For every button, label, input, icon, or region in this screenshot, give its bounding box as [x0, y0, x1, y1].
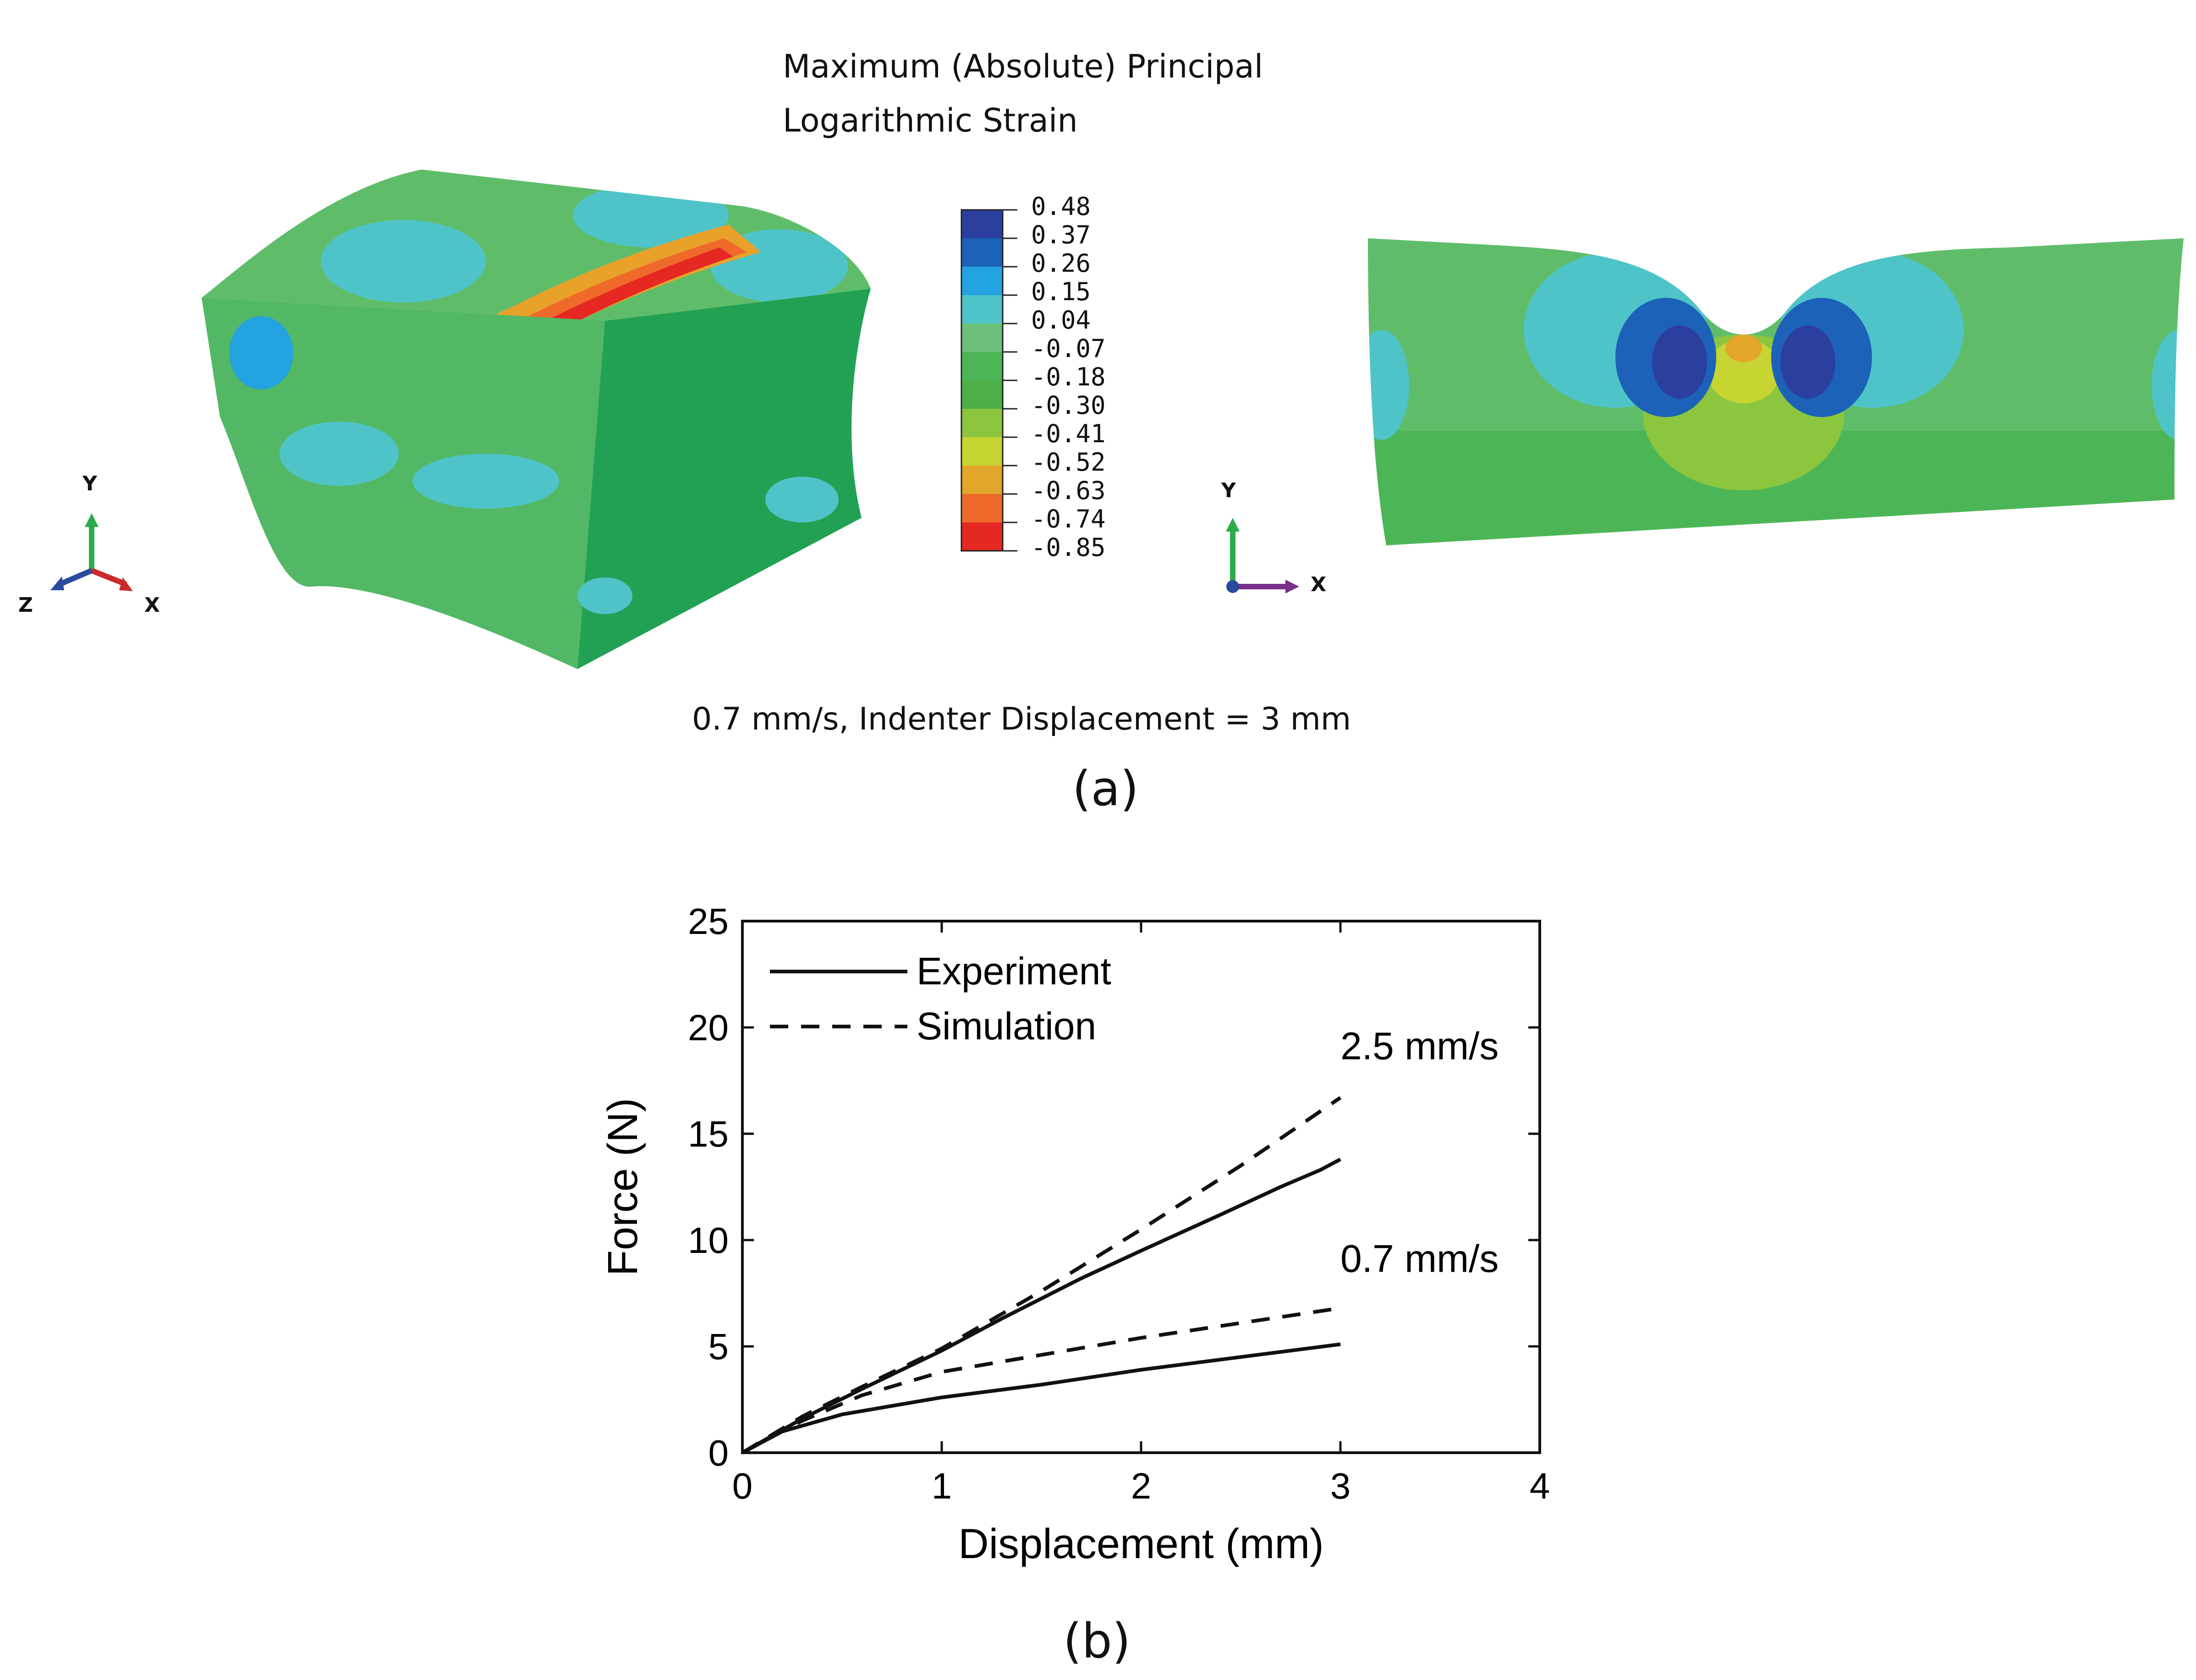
series-annotation: 2.5 mm/s: [1340, 1025, 1499, 1068]
legend-entry-label: Simulation: [917, 1005, 1096, 1048]
series-line: [741, 1158, 1341, 1455]
series-line: [741, 1306, 1341, 1455]
series-line: [741, 1096, 1342, 1455]
coordinate-triad-right: [1226, 518, 1299, 593]
x-tick-label: 3: [1330, 1466, 1351, 1506]
legend-swatch: [961, 380, 1003, 409]
x-tick-label: 2: [1131, 1466, 1152, 1506]
contour-title-line1: Maximum (Absolute) Principal: [783, 48, 1263, 85]
y-tick-label: 10: [688, 1220, 729, 1261]
legend-entry-label: Experiment: [917, 950, 1111, 993]
legend-swatch: [961, 437, 1003, 466]
legend-swatch: [961, 267, 1003, 295]
legend-value-label: -0.18: [1031, 362, 1106, 391]
legend-swatch: [961, 494, 1003, 522]
triad-left-y-label: Y: [82, 472, 97, 495]
y-tick-label: 25: [688, 903, 729, 942]
legend-value-label: -0.30: [1031, 391, 1106, 420]
triad-left-x-label: X: [144, 593, 160, 617]
strain-color-legend: [961, 209, 1017, 552]
y-tick-label: 20: [688, 1007, 729, 1048]
legend-swatch: [961, 352, 1003, 380]
triad-right-y-label: Y: [1221, 479, 1236, 502]
legend-swatch: [961, 295, 1003, 324]
legend-value-label: -0.74: [1031, 505, 1106, 533]
legend-value-label: 0.04: [1031, 306, 1091, 335]
triad-left-z-label: Z: [18, 593, 33, 617]
legend-swatch: [961, 466, 1003, 494]
panel-b-label: (b): [1063, 1613, 1131, 1669]
legend-swatch: [961, 210, 1003, 238]
legend-value-label: 0.48: [1031, 192, 1091, 221]
force-displacement-chart: 0 1 2 3 4 0 5 10 15 20 25 Experiment Simulation 2.5…: [599, 903, 1550, 1567]
legend-value-label: -0.63: [1031, 476, 1106, 505]
legend-value-label: -0.07: [1031, 334, 1106, 363]
x-tick-label: 4: [1530, 1466, 1550, 1506]
legend-swatch: [961, 324, 1003, 352]
deformed-block-iso-view: [202, 170, 871, 669]
x-tick-label: 0: [732, 1466, 753, 1506]
contour-title-line2: Logarithmic Strain: [783, 102, 1078, 139]
y-tick-label: 0: [708, 1433, 729, 1473]
y-tick-label: 15: [688, 1114, 729, 1154]
plot-frame: [741, 920, 1541, 1454]
legend-value-label: 0.15: [1031, 277, 1091, 306]
legend-value-label: 0.37: [1031, 220, 1091, 249]
legend-value-label: -0.41: [1031, 419, 1106, 448]
legend-swatch: [961, 409, 1003, 437]
cross-section-view: [1368, 238, 2184, 545]
legend-value-label: -0.85: [1031, 533, 1106, 562]
legend-swatch: [961, 238, 1003, 267]
legend-value-label: -0.52: [1031, 448, 1106, 477]
coordinate-triad-left: [50, 513, 133, 591]
triad-right-x-label: X: [1311, 573, 1326, 596]
y-axis-label: Force (N): [599, 1098, 646, 1276]
legend-value-label: 0.26: [1031, 249, 1091, 278]
x-tick-label: 1: [932, 1466, 952, 1506]
x-axis-label: Displacement (mm): [958, 1521, 1323, 1567]
legend-swatch: [961, 522, 1003, 551]
y-tick-label: 5: [708, 1326, 729, 1367]
series-annotation: 0.7 mm/s: [1340, 1237, 1499, 1280]
strain-legend-labels: 0.48 0.37 0.26 0.15 0.04 -0.07 -0.18 -0.30 -0.41…: [1031, 192, 1106, 562]
panel-a-label: (a): [1072, 761, 1139, 817]
panel-a-caption: 0.7 mm/s, Indenter Displacement = 3 mm: [692, 701, 1351, 737]
series-line: [741, 1342, 1341, 1455]
